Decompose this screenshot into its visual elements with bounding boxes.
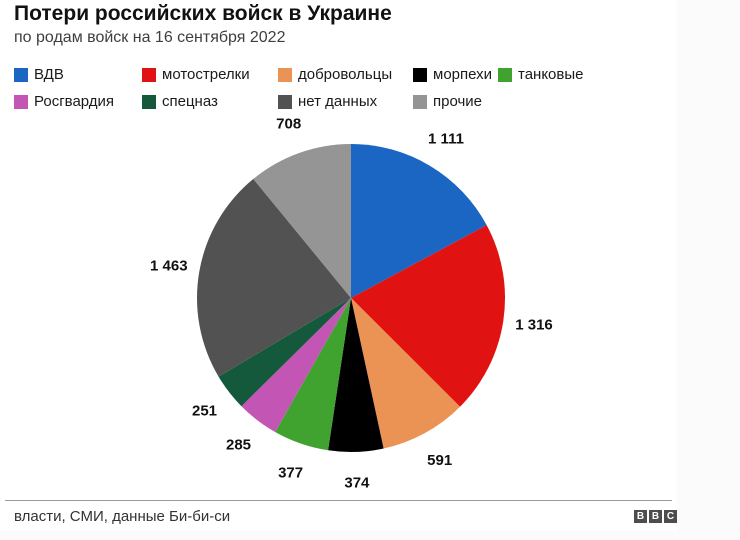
bbc-logo-letter: C: [664, 510, 677, 523]
legend-item-motostrelki[interactable]: мотострелки: [142, 67, 250, 82]
legend-label-dobrovolcy: добровольцы: [298, 66, 393, 83]
pie-slice-prochie[interactable]: [253, 144, 351, 298]
legend-label-rosgvardiya: Росгвардия: [34, 93, 115, 110]
chart-subtitle: по родам войск на 16 сентября 2022: [14, 29, 286, 46]
legend-swatch-prochie: [413, 94, 427, 109]
bbc-logo-letter: B: [634, 510, 647, 523]
chart-card: Потери российских войск в Украине по род…: [5, 2, 677, 525]
slice-value-label-morpehi: 374: [344, 474, 370, 491]
pie-slice-vdv[interactable]: [351, 144, 487, 298]
pie-slice-morpehi[interactable]: [328, 298, 384, 452]
chart-title: Потери российских войск в Украине: [14, 2, 392, 25]
pie-slice-net-dannyh[interactable]: [196, 178, 351, 377]
pie-slice-rosgvardiya[interactable]: [241, 298, 351, 433]
slice-value-label-vdv: 1 111: [428, 131, 464, 148]
slice-value-label-tankovye: 377: [278, 464, 303, 481]
pie-slice-tankovye[interactable]: [275, 298, 351, 451]
legend-item-tankovye[interactable]: танковые: [498, 67, 584, 82]
legend-item-vdv[interactable]: ВДВ: [14, 67, 64, 82]
pie-slice-motostrelki[interactable]: [351, 225, 506, 407]
pie-slice-dobrovolcy[interactable]: [351, 298, 461, 449]
slice-value-label-motostrelki: 1 316: [515, 316, 553, 333]
slice-value-label-prochie: 708: [276, 115, 301, 132]
legend-swatch-tankovye: [498, 67, 512, 82]
slice-value-label-specnaz: 251: [192, 403, 217, 420]
pie-slice-specnaz[interactable]: [218, 298, 351, 407]
footer-divider: [5, 500, 672, 501]
bbc-logo: B B C: [634, 510, 677, 523]
legend-label-prochie: прочие: [433, 93, 483, 110]
slice-value-label-dobrovolcy: 591: [427, 452, 452, 469]
legend-item-rosgvardiya[interactable]: Росгвардия: [14, 94, 114, 109]
bbc-logo-letter: B: [649, 510, 662, 523]
legend-swatch-net-dannyh: [278, 94, 292, 109]
source-note: власти, СМИ, данные Би-би-си: [14, 508, 231, 525]
legend-item-prochie[interactable]: прочие: [413, 94, 482, 109]
legend-item-net-dannyh[interactable]: нет данных: [278, 94, 377, 109]
legend-swatch-motostrelki: [142, 67, 156, 82]
legend-item-morpehi[interactable]: морпехи: [413, 67, 492, 82]
legend-swatch-specnaz: [142, 94, 156, 109]
slice-value-label-rosgvardiya: 285: [226, 436, 251, 453]
legend-label-vdv: ВДВ: [34, 66, 64, 83]
legend-item-dobrovolcy[interactable]: добровольцы: [278, 67, 392, 82]
slice-value-label-net-dannyh: 1 463: [150, 257, 188, 274]
legend-swatch-dobrovolcy: [278, 67, 292, 82]
legend-swatch-vdv: [14, 67, 28, 82]
legend-label-specnaz: спецназ: [162, 93, 218, 110]
legend-label-tankovye: танковые: [518, 66, 584, 83]
legend-label-morpehi: морпехи: [433, 66, 493, 83]
legend-item-specnaz[interactable]: спецназ: [142, 94, 218, 109]
legend-swatch-rosgvardiya: [14, 94, 28, 109]
legend-label-motostrelki: мотострелки: [162, 66, 250, 83]
legend-label-net-dannyh: нет данных: [298, 93, 378, 110]
legend-swatch-morpehi: [413, 67, 427, 82]
